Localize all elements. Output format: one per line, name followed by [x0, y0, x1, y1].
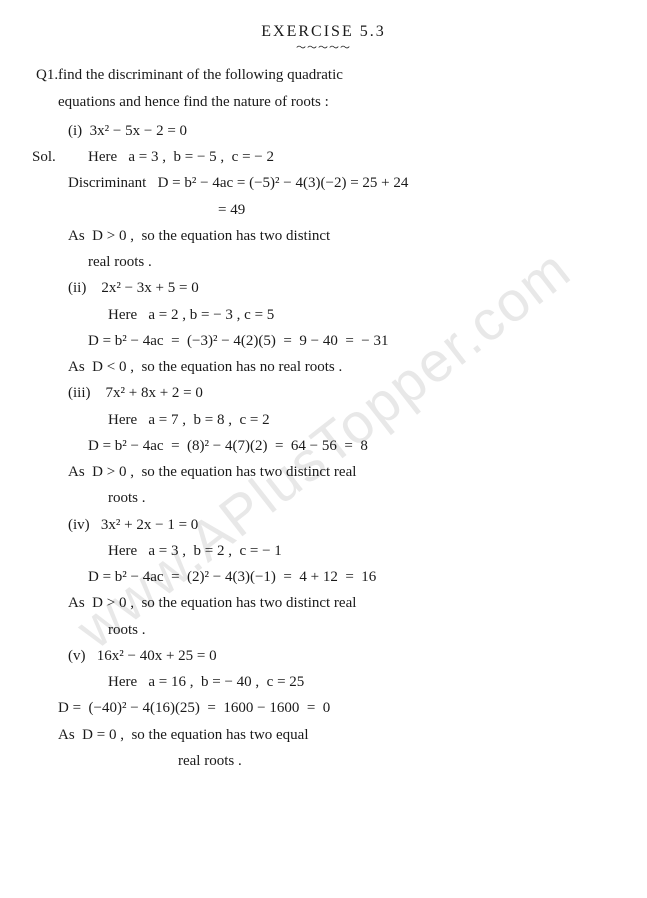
question-text: find the discriminant of the following q… [58, 64, 629, 114]
part-v-conclusion-1: As D = 0 , so the equation has two equal [58, 724, 629, 747]
title-underline: ～～～～～ [18, 41, 629, 57]
part-ii-conclusion: As D < 0 , so the equation has no real r… [68, 356, 629, 379]
question-number: Q1. [36, 64, 58, 87]
solution-label: Sol. [32, 146, 56, 169]
part-v-discriminant: D = (−40)² − 4(16)(25) = 1600 − 1600 = 0 [58, 697, 629, 720]
part-iv-conclusion-1: As D > 0 , so the equation has two disti… [68, 592, 629, 615]
part-iv-conclusion-2: roots . [108, 619, 629, 642]
part-v-conclusion-2: real roots . [178, 750, 629, 773]
part-iii-discriminant: D = b² − 4ac = (8)² − 4(7)(2) = 64 − 56 … [88, 435, 629, 458]
page-content: EXERCISE 5.3 ～～～～～ Q1. find the discrimi… [18, 20, 629, 773]
part-iii-conclusion-1: As D > 0 , so the equation has two disti… [68, 461, 629, 484]
part-i-conclusion-1: As D > 0 , so the equation has two disti… [68, 225, 629, 248]
part-i-discriminant-1: Discriminant D = b² − 4ac = (−5)² − 4(3)… [68, 172, 629, 195]
part-ii-equation: (ii) 2x² − 3x + 5 = 0 [68, 277, 629, 300]
part-i-here: Here a = 3 , b = − 5 , c = − 2 [88, 146, 629, 169]
part-i-conclusion-2: real roots . [88, 251, 629, 274]
q-line-1: find the discriminant of the following q… [58, 64, 629, 87]
part-iv-here: Here a = 3 , b = 2 , c = − 1 [108, 540, 629, 563]
part-iii-here: Here a = 7 , b = 8 , c = 2 [108, 409, 629, 432]
part-iii-conclusion-2: roots . [108, 487, 629, 510]
part-i-discriminant-2: = 49 [218, 199, 629, 222]
part-v-equation: (v) 16x² − 40x + 25 = 0 [68, 645, 629, 668]
q-line-2: equations and hence find the nature of r… [58, 91, 629, 114]
part-v-here: Here a = 16 , b = − 40 , c = 25 [108, 671, 629, 694]
part-ii-discriminant: D = b² − 4ac = (−3)² − 4(2)(5) = 9 − 40 … [88, 330, 629, 353]
part-iv-discriminant: D = b² − 4ac = (2)² − 4(3)(−1) = 4 + 12 … [88, 566, 629, 589]
part-iv-equation: (iv) 3x² + 2x − 1 = 0 [68, 514, 629, 537]
part-ii-here: Here a = 2 , b = − 3 , c = 5 [108, 304, 629, 327]
part-iii-equation: (iii) 7x² + 8x + 2 = 0 [68, 382, 629, 405]
part-i-equation: (i) 3x² − 5x − 2 = 0 [68, 120, 629, 143]
